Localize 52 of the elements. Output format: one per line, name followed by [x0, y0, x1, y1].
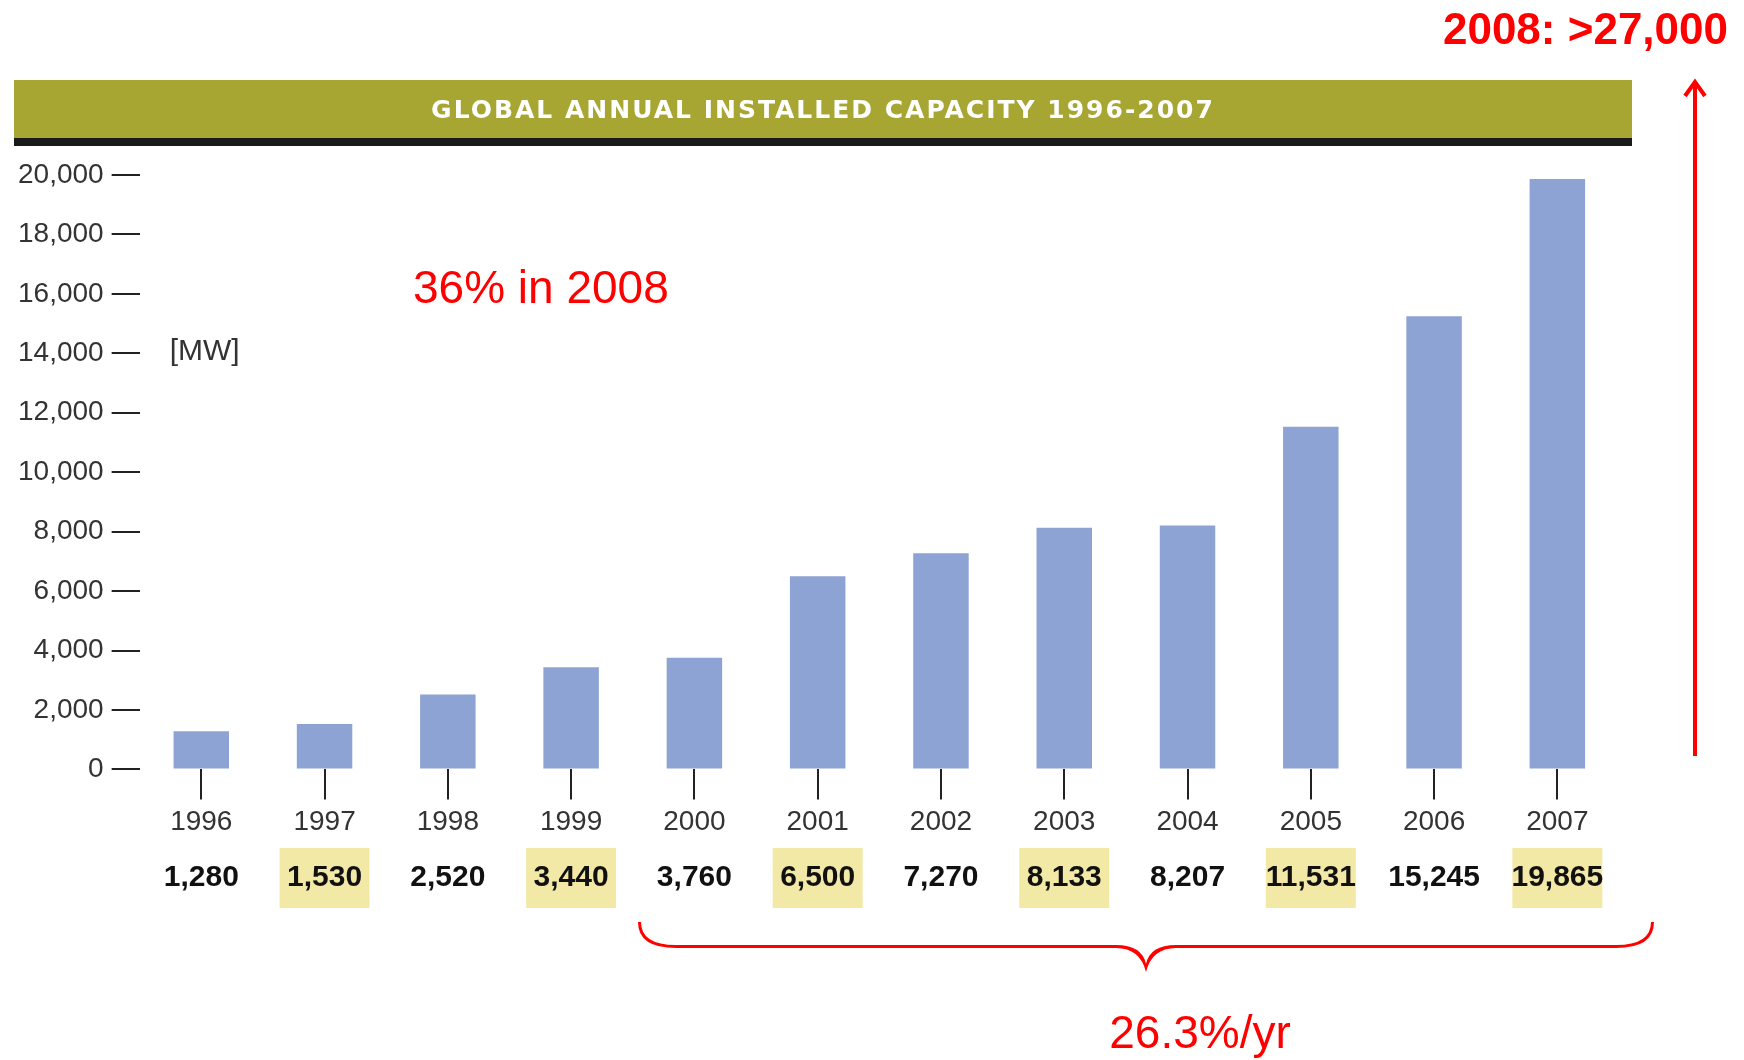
y-tick-label: 10,000: [18, 454, 104, 486]
y-tick-label: 6,000: [33, 573, 104, 605]
y-tick-label: 12,000: [18, 395, 104, 427]
text: 2008: >27,000: [1442, 4, 1728, 54]
x-tick-label: 2005: [1279, 804, 1342, 836]
bar: [543, 667, 599, 769]
data-label: 3,760: [656, 859, 732, 893]
x-tick-label: 1998: [416, 804, 479, 836]
bar: [296, 723, 353, 769]
y-axis-title: [MW]: [169, 333, 240, 367]
x-tick-label: 2003: [1033, 804, 1096, 836]
y-tick-label: 18,000: [18, 217, 104, 249]
bar: [1036, 527, 1092, 769]
bar: [420, 694, 476, 769]
x-tick-label: 2006: [1402, 804, 1466, 836]
x-tick-label: 2000: [663, 804, 726, 836]
data-label: 1,280: [163, 859, 239, 893]
y-tick-label: 20,000: [18, 157, 104, 189]
data-label: 15,245: [1388, 859, 1480, 893]
y-tick-label: 14,000: [18, 336, 104, 368]
bar: [789, 576, 846, 769]
x-tick-label: 2004: [1156, 804, 1219, 836]
data-label: 6,500: [780, 859, 856, 893]
data-label: 7,270: [903, 859, 979, 893]
x-tick-label: 2007: [1526, 804, 1589, 836]
data-label: 2,520: [410, 859, 486, 893]
x-tick-label: 1999: [539, 804, 603, 836]
x-tick-label: 1996: [170, 804, 233, 836]
y-tick-label: 4,000: [33, 633, 104, 665]
x-tick-label: 1997: [293, 804, 356, 836]
data-label: 11,531: [1265, 859, 1356, 893]
data-label: 1,530: [287, 859, 363, 893]
data-label: 8,207: [1149, 859, 1226, 893]
text: 26.3%/yr: [1109, 1005, 1291, 1058]
data-label: 3,440: [533, 859, 609, 893]
data-label: 19,865: [1511, 859, 1604, 893]
bar: [913, 553, 969, 769]
bar: [1159, 525, 1216, 769]
y-tick-label: 2,000: [33, 692, 104, 724]
bar: [666, 657, 723, 769]
y-tick-label: 16,000: [18, 276, 104, 308]
bar: [1529, 179, 1586, 769]
x-tick-label: 2001: [786, 804, 849, 836]
annotation: 36% in 2008: [413, 260, 669, 313]
bar: [1406, 316, 1462, 769]
bar: [173, 731, 230, 769]
y-tick-label: 8,000: [33, 514, 104, 546]
x-tick-label: 2002: [909, 804, 973, 836]
y-tick-label: 0: [88, 752, 104, 784]
data-label: 8,133: [1026, 859, 1102, 893]
bar: [1283, 426, 1339, 769]
chart-title: GLOBAL ANNUAL INSTALLED CAPACITY 1996-2007: [14, 80, 1632, 146]
